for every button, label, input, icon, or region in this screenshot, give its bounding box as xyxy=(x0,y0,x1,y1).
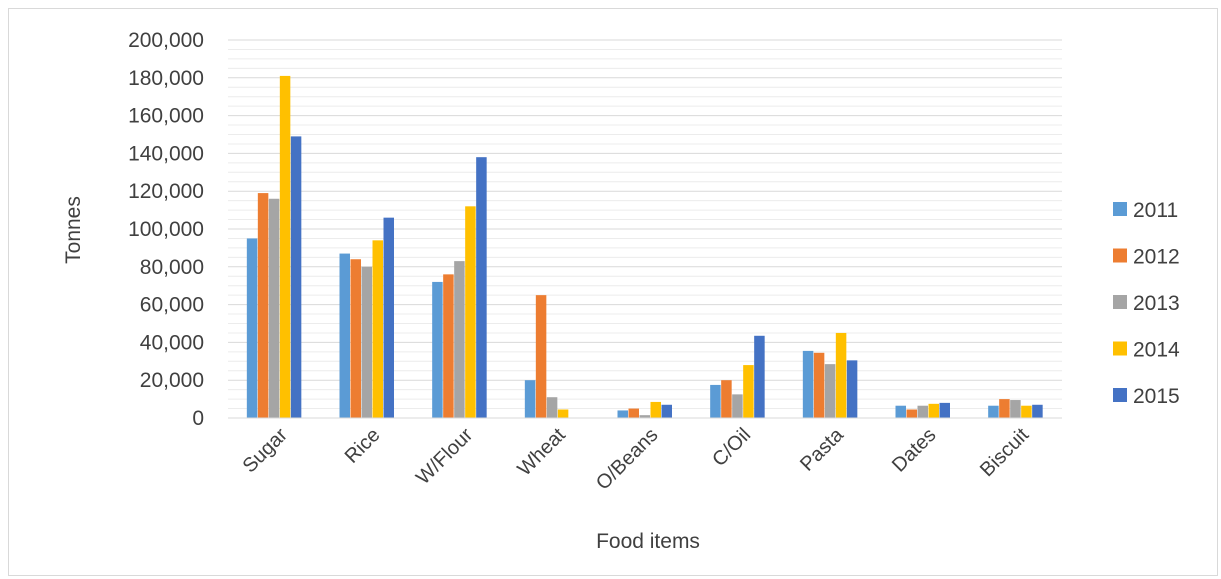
legend: 2011 2012 2013 2014 2015 xyxy=(1113,199,1180,408)
y-tick-label: 140,000 xyxy=(128,142,204,165)
bar-2012 xyxy=(535,295,547,418)
bar-2011 xyxy=(802,350,814,418)
bar-2013 xyxy=(546,397,558,418)
x-tick-labels: Sugar Rice W/Flour Wheat O/Beans C/Oil Pasta Da… xyxy=(239,423,1034,494)
bar-2014 xyxy=(743,365,754,418)
legend-label: 2011 xyxy=(1133,199,1178,222)
bars xyxy=(246,75,1043,418)
legend-label: 2015 xyxy=(1133,385,1180,408)
bar-2014 xyxy=(465,206,476,418)
y-tick-labels: 0 20,000 40,000 60,000 80,000 100,000 120,000 1… xyxy=(128,29,204,430)
legend-label: 2013 xyxy=(1133,292,1180,315)
bar-2013 xyxy=(732,394,743,418)
y-tick-label: 60,000 xyxy=(140,294,204,317)
bar-2011 xyxy=(524,380,536,418)
bar-2013 xyxy=(361,266,372,418)
x-tick-label: O/Beans xyxy=(592,424,663,495)
bar-2013 xyxy=(454,261,465,418)
bar-2015 xyxy=(290,136,302,418)
bar-2015 xyxy=(1032,404,1043,418)
y-tick-label: 40,000 xyxy=(140,331,204,354)
bar-2015 xyxy=(846,360,858,418)
bar-2012 xyxy=(443,274,454,418)
bar-2011 xyxy=(710,384,721,418)
x-axis-title: Food items xyxy=(596,530,700,553)
bar-2015 xyxy=(383,217,394,418)
bar-2012 xyxy=(350,259,361,418)
legend-swatch xyxy=(1113,248,1127,263)
x-tick-label: Pasta xyxy=(796,423,848,475)
x-tick-label: Dates xyxy=(888,424,941,477)
bar-2012 xyxy=(906,409,917,418)
x-tick-label: W/Flour xyxy=(412,424,477,489)
legend-swatch xyxy=(1113,388,1127,402)
bar-2012 xyxy=(628,408,639,418)
legend-swatch xyxy=(1113,295,1127,309)
bar-2011 xyxy=(895,405,906,418)
bar-2013 xyxy=(1010,400,1021,418)
bar-2013 xyxy=(639,415,650,418)
bar-2015 xyxy=(661,404,672,418)
bar-2011 xyxy=(339,253,350,418)
x-tick-label: Rice xyxy=(341,424,385,468)
x-tick-label: Biscuit xyxy=(976,424,1034,482)
bar-2014 xyxy=(650,401,661,418)
y-tick-label: 100,000 xyxy=(128,218,204,241)
bar-2015 xyxy=(476,157,487,418)
bar-2012 xyxy=(721,380,732,418)
y-tick-label: 0 xyxy=(192,407,204,430)
bar-2013 xyxy=(268,198,280,418)
bar-2014 xyxy=(835,332,847,418)
bar-2012 xyxy=(257,193,269,418)
bar-2015 xyxy=(939,402,950,418)
x-tick-label: Wheat xyxy=(513,424,570,481)
bar-2011 xyxy=(432,281,443,418)
y-tick-label: 20,000 xyxy=(140,369,204,392)
bar-2013 xyxy=(824,364,836,418)
y-tick-label: 160,000 xyxy=(128,105,204,128)
legend-label: 2014 xyxy=(1133,339,1180,362)
bar-2015 xyxy=(754,335,765,418)
x-tick-label: C/Oil xyxy=(708,424,755,471)
bar-2013 xyxy=(917,405,928,418)
bar-2011 xyxy=(988,405,999,418)
y-tick-label: 120,000 xyxy=(128,180,204,203)
y-axis-title: Tonnes xyxy=(62,196,85,264)
bar-2014 xyxy=(928,403,939,418)
legend-swatch xyxy=(1113,341,1127,356)
bar-2012 xyxy=(999,399,1010,418)
x-tick-label: Sugar xyxy=(239,424,293,478)
bar-2014 xyxy=(557,409,569,418)
bar-2014 xyxy=(279,75,291,418)
y-tick-label: 180,000 xyxy=(128,67,204,90)
chart-frame xyxy=(8,8,1218,576)
legend-swatch xyxy=(1113,202,1127,216)
bar-2014 xyxy=(1021,405,1032,418)
bar-2011 xyxy=(617,410,628,418)
bar-2011 xyxy=(246,238,258,418)
y-tick-label: 80,000 xyxy=(140,256,204,279)
bar-2014 xyxy=(372,240,383,418)
bar-2012 xyxy=(813,352,825,418)
legend-label: 2012 xyxy=(1133,246,1180,269)
y-tick-label: 200,000 xyxy=(128,29,204,52)
